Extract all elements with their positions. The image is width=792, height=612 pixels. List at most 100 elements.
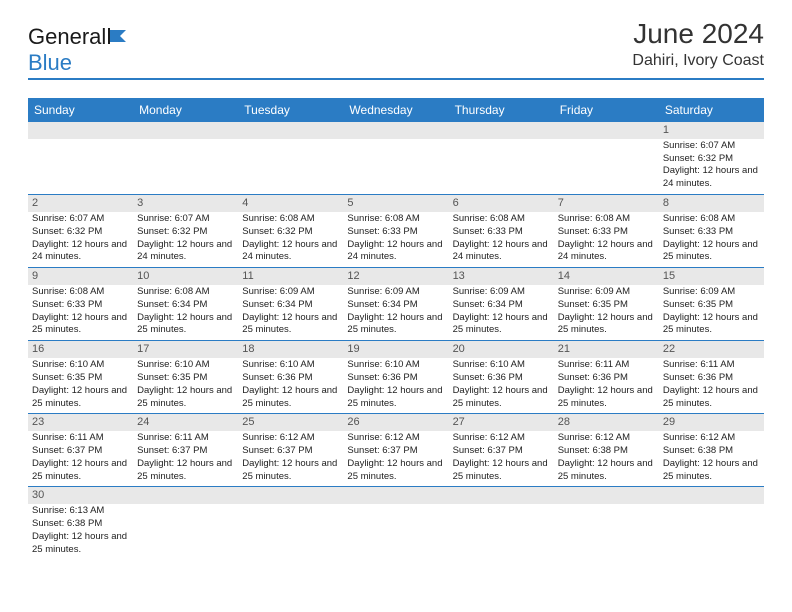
day-number: 29 [659,414,764,431]
day-cell: Sunrise: 6:07 AMSunset: 6:32 PMDaylight:… [133,212,238,267]
daylight-text: Daylight: 12 hours and 24 minutes. [453,239,550,265]
info-row: Sunrise: 6:11 AMSunset: 6:37 PMDaylight:… [28,431,764,486]
day-number: 11 [238,268,343,285]
day-cell: Sunrise: 6:11 AMSunset: 6:36 PMDaylight:… [659,358,764,413]
daylight-text: Daylight: 12 hours and 25 minutes. [32,385,129,411]
sunrise-text: Sunrise: 6:07 AM [32,213,129,226]
week-block: 16171819202122Sunrise: 6:10 AMSunset: 6:… [28,341,764,414]
brand-logo: General [28,24,130,50]
sunrise-text: Sunrise: 6:10 AM [32,359,129,372]
sunset-text: Sunset: 6:34 PM [137,299,234,312]
day-cell: Sunrise: 6:08 AMSunset: 6:33 PMDaylight:… [343,212,448,267]
sunset-text: Sunset: 6:34 PM [242,299,339,312]
day-number: 17 [133,341,238,358]
daylight-text: Daylight: 12 hours and 25 minutes. [558,458,655,484]
sunset-text: Sunset: 6:33 PM [347,226,444,239]
day-cell: Sunrise: 6:12 AMSunset: 6:37 PMDaylight:… [238,431,343,486]
sunset-text: Sunset: 6:32 PM [137,226,234,239]
day-cell [133,504,238,559]
weekday-wednesday: Wednesday [343,98,448,122]
sunset-text: Sunset: 6:36 PM [663,372,760,385]
day-cell: Sunrise: 6:12 AMSunset: 6:37 PMDaylight:… [449,431,554,486]
day-cell: Sunrise: 6:09 AMSunset: 6:34 PMDaylight:… [343,285,448,340]
daylight-text: Daylight: 12 hours and 24 minutes. [32,239,129,265]
weekday-friday: Friday [554,98,659,122]
weekday-tuesday: Tuesday [238,98,343,122]
day-number: 19 [343,341,448,358]
day-number [343,487,448,504]
sunrise-text: Sunrise: 6:08 AM [32,286,129,299]
sunrise-text: Sunrise: 6:12 AM [558,432,655,445]
day-number: 14 [554,268,659,285]
week-block: 30 Sunrise: 6:13 AMSunset: 6:38 PMDaylig… [28,487,764,559]
sunrise-text: Sunrise: 6:12 AM [453,432,550,445]
location-label: Dahiri, Ivory Coast [632,52,764,70]
sunrise-text: Sunrise: 6:08 AM [558,213,655,226]
daylight-text: Daylight: 12 hours and 25 minutes. [453,385,550,411]
sunset-text: Sunset: 6:38 PM [558,445,655,458]
daylight-text: Daylight: 12 hours and 25 minutes. [663,239,760,265]
sunset-text: Sunset: 6:33 PM [663,226,760,239]
sunset-text: Sunset: 6:34 PM [347,299,444,312]
day-number: 23 [28,414,133,431]
day-number: 26 [343,414,448,431]
sunrise-text: Sunrise: 6:12 AM [663,432,760,445]
day-number [449,487,554,504]
sunset-text: Sunset: 6:37 PM [137,445,234,458]
day-number: 20 [449,341,554,358]
sunrise-text: Sunrise: 6:11 AM [137,432,234,445]
daylight-text: Daylight: 12 hours and 25 minutes. [137,458,234,484]
sunset-text: Sunset: 6:37 PM [242,445,339,458]
sunrise-text: Sunrise: 6:10 AM [242,359,339,372]
sunrise-text: Sunrise: 6:10 AM [347,359,444,372]
day-number: 30 [28,487,133,504]
day-cell: Sunrise: 6:10 AMSunset: 6:36 PMDaylight:… [449,358,554,413]
day-number: 28 [554,414,659,431]
daynum-row: 1 [28,122,764,139]
daynum-row: 2345678 [28,195,764,212]
day-number [343,122,448,139]
week-block: 9101112131415Sunrise: 6:08 AMSunset: 6:3… [28,268,764,341]
sunset-text: Sunset: 6:36 PM [347,372,444,385]
day-number [28,122,133,139]
day-cell [133,139,238,194]
sunset-text: Sunset: 6:36 PM [453,372,550,385]
sunset-text: Sunset: 6:32 PM [663,153,760,166]
daylight-text: Daylight: 12 hours and 25 minutes. [663,385,760,411]
weekday-sunday: Sunday [28,98,133,122]
day-cell: Sunrise: 6:10 AMSunset: 6:36 PMDaylight:… [238,358,343,413]
header: General June 2024 Dahiri, Ivory Coast [0,0,792,78]
sunrise-text: Sunrise: 6:12 AM [242,432,339,445]
daylight-text: Daylight: 12 hours and 24 minutes. [558,239,655,265]
day-cell: Sunrise: 6:10 AMSunset: 6:36 PMDaylight:… [343,358,448,413]
daylight-text: Daylight: 12 hours and 25 minutes. [347,385,444,411]
day-cell [554,504,659,559]
daylight-text: Daylight: 12 hours and 25 minutes. [137,312,234,338]
day-number [449,122,554,139]
day-cell: Sunrise: 6:09 AMSunset: 6:34 PMDaylight:… [449,285,554,340]
day-cell: Sunrise: 6:09 AMSunset: 6:35 PMDaylight:… [659,285,764,340]
day-number: 16 [28,341,133,358]
sunset-text: Sunset: 6:36 PM [242,372,339,385]
sunrise-text: Sunrise: 6:07 AM [137,213,234,226]
day-cell: Sunrise: 6:13 AMSunset: 6:38 PMDaylight:… [28,504,133,559]
sunrise-text: Sunrise: 6:11 AM [558,359,655,372]
sunset-text: Sunset: 6:33 PM [453,226,550,239]
daylight-text: Daylight: 12 hours and 25 minutes. [453,312,550,338]
daylight-text: Daylight: 12 hours and 25 minutes. [32,312,129,338]
sunset-text: Sunset: 6:37 PM [453,445,550,458]
daylight-text: Daylight: 12 hours and 25 minutes. [32,458,129,484]
daynum-row: 23242526272829 [28,414,764,431]
day-number: 12 [343,268,448,285]
day-cell: Sunrise: 6:12 AMSunset: 6:37 PMDaylight:… [343,431,448,486]
sunset-text: Sunset: 6:35 PM [558,299,655,312]
sunset-text: Sunset: 6:38 PM [663,445,760,458]
title-underline [28,78,764,80]
day-number: 15 [659,268,764,285]
weekday-thursday: Thursday [449,98,554,122]
day-cell [343,504,448,559]
day-cell [554,139,659,194]
sunset-text: Sunset: 6:37 PM [32,445,129,458]
day-cell [449,504,554,559]
weeks-container: 1Sunrise: 6:07 AMSunset: 6:32 PMDaylight… [28,122,764,560]
